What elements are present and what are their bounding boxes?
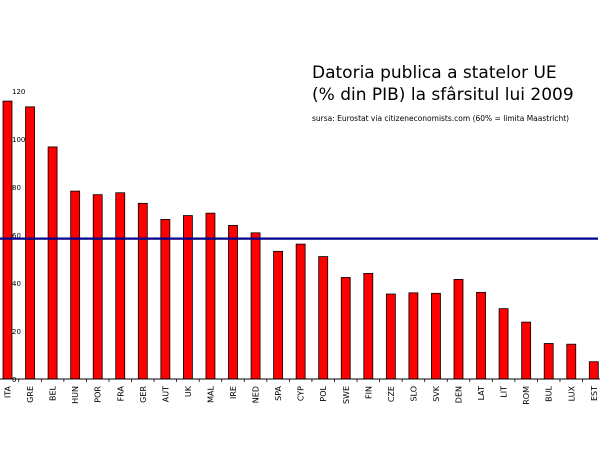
x-tick-label: BEL bbox=[49, 385, 58, 401]
chart-subtitle: sursa: Eurostat via citizeneconomists.co… bbox=[312, 114, 569, 123]
bar-den bbox=[453, 278, 464, 380]
y-axis-ticks: 0 20 40 60 80 100 120 bbox=[12, 88, 25, 384]
x-tick-label: MAL bbox=[206, 385, 215, 402]
bars bbox=[2, 100, 599, 380]
chart-title-line-1: Datoria publica a statelor UE bbox=[312, 63, 557, 83]
x-tick-label: CZE bbox=[387, 386, 396, 402]
y-tick-label: 40 bbox=[12, 280, 21, 288]
y-tick-label: 80 bbox=[12, 184, 21, 192]
x-tick-label: ROM bbox=[522, 386, 531, 405]
x-tick-label: SVK bbox=[432, 385, 441, 402]
bar-swe bbox=[340, 277, 351, 380]
x-tick-label: DEN bbox=[455, 386, 464, 403]
bar-svk bbox=[431, 292, 441, 380]
bar-por bbox=[92, 194, 103, 380]
y-tick-label: 20 bbox=[12, 328, 21, 336]
bar-cze bbox=[385, 293, 396, 380]
bar-gre bbox=[25, 106, 35, 380]
x-tick-label: AUT bbox=[161, 386, 170, 402]
x-tick-label: IRE bbox=[229, 386, 238, 399]
bar-pol bbox=[318, 256, 329, 380]
bar-ger bbox=[137, 202, 148, 380]
x-tick-label: SPA bbox=[274, 385, 283, 400]
x-tick-label: LIT bbox=[500, 386, 509, 398]
bar-lat bbox=[476, 291, 486, 380]
x-tick-label: SWE bbox=[342, 386, 351, 404]
bar-cyp bbox=[295, 243, 306, 380]
x-tick-label: BUL bbox=[545, 385, 554, 401]
y-tick-label: 60 bbox=[12, 232, 21, 240]
x-tick-label: SLO bbox=[409, 386, 418, 402]
x-tick-label: CYP bbox=[297, 386, 306, 401]
chart-title: Datoria publica a statelor UE (% din PIB… bbox=[312, 63, 574, 105]
y-tick-label: 120 bbox=[12, 88, 25, 96]
x-tick-label: ITA bbox=[4, 385, 13, 398]
x-tick-label: GRE bbox=[26, 386, 35, 403]
x-tick-label: POR bbox=[94, 386, 103, 403]
bar-ire bbox=[228, 224, 238, 380]
x-tick-label: EST bbox=[590, 386, 599, 401]
x-tick-label: FIN bbox=[364, 386, 373, 399]
bar-slo bbox=[408, 292, 419, 380]
x-tick-label: UK bbox=[184, 385, 193, 397]
bar-fin bbox=[363, 272, 374, 380]
x-tick-label: NED bbox=[252, 386, 261, 403]
chart-title-line-2: (% din PIB) la sfârsitul lui 2009 bbox=[312, 85, 574, 105]
bar-lux bbox=[566, 343, 577, 380]
bar-rom bbox=[521, 321, 532, 380]
x-axis-ticks bbox=[18, 379, 583, 382]
bar-bul bbox=[543, 343, 554, 380]
bar-uk bbox=[182, 215, 193, 380]
bar-lit bbox=[498, 308, 509, 380]
y-tick-label: 100 bbox=[12, 136, 25, 144]
x-tick-label: GER bbox=[139, 386, 148, 403]
x-tick-label: LAT bbox=[477, 386, 486, 400]
bar-ned bbox=[250, 232, 261, 380]
x-tick-label: LUX bbox=[567, 385, 576, 401]
bar-ita bbox=[2, 100, 13, 380]
x-axis-labels: ITA GRE BEL HUN POR FRA GER AUT UK MAL IRE NED SPA CY… bbox=[4, 385, 599, 405]
x-tick-label: POL bbox=[319, 385, 328, 401]
bar-est bbox=[588, 361, 599, 380]
bar-hun bbox=[70, 190, 81, 380]
bar-spa bbox=[273, 250, 284, 380]
bar-bel bbox=[47, 146, 58, 380]
x-tick-label: FRA bbox=[116, 385, 125, 401]
y-tick-label: 0 bbox=[12, 376, 16, 384]
x-tick-label: HUN bbox=[71, 386, 80, 404]
bar-fra bbox=[115, 192, 126, 380]
bar-aut bbox=[160, 218, 171, 380]
